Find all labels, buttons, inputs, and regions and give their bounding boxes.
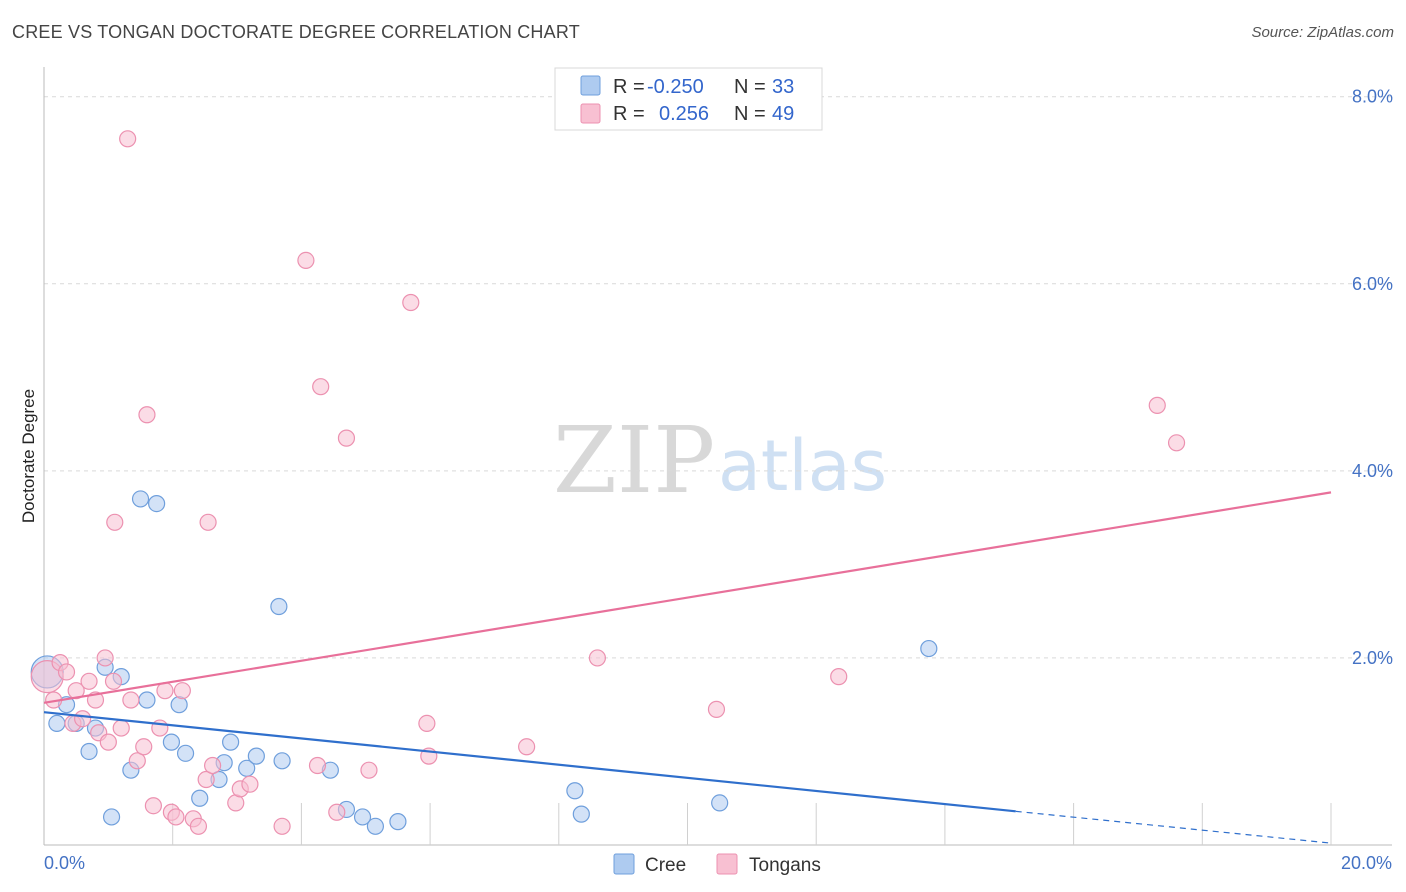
cree-point-29 — [566, 782, 584, 800]
legend-tongans-r-label: R = — [613, 103, 645, 125]
cree-point-10 — [131, 490, 150, 508]
cree-point-31 — [711, 794, 729, 812]
bottom-legend-swatch-cree — [613, 853, 635, 875]
correlation-legend: R = -0.250 N = 33 R = 0.256 N = 49 — [554, 67, 823, 131]
bottom-legend-label-tongans: Tongans — [749, 855, 821, 876]
cree-point-21 — [247, 747, 265, 765]
tongan-point-41 — [402, 293, 420, 312]
chart-title: CREE VS TONGAN DOCTORATE DEGREE CORRELAT… — [12, 22, 580, 42]
tongan-point-48 — [1148, 396, 1166, 414]
legend-cree-r-value: -0.250 — [647, 76, 704, 98]
legend-tongans-r-value: 0.256 — [659, 103, 709, 125]
tongan-point-11 — [99, 733, 117, 751]
data-points — [30, 130, 1186, 835]
tongan-point-7 — [80, 672, 98, 690]
tongan-point-27 — [189, 817, 208, 835]
tongan-point-28 — [197, 770, 215, 789]
tongan-point-16 — [122, 691, 140, 709]
tongan-point-14 — [112, 719, 130, 737]
source-credit: Source: ZipAtlas.com — [1251, 24, 1394, 41]
x-tick-label-min: 0.0% — [44, 853, 85, 873]
tongan-point-10 — [96, 649, 114, 667]
tongan-point-15 — [119, 130, 137, 148]
legend-tongans-n-value: 49 — [772, 103, 794, 125]
tongan-point-17 — [128, 752, 146, 770]
x-tick-label-max: 20.0% — [1341, 853, 1392, 873]
tongan-point-20 — [144, 797, 162, 815]
gridlines — [44, 96, 1392, 659]
cree-point-15 — [176, 744, 195, 762]
tongan-point-18 — [135, 738, 153, 756]
cree-point-26 — [353, 808, 372, 826]
tongan-point-12 — [104, 672, 123, 690]
tongan-point-19 — [138, 406, 156, 424]
tongan-point-37 — [312, 378, 330, 396]
tongan-point-45 — [588, 649, 607, 667]
legend-cree-n-label: N = — [734, 76, 766, 98]
tongan-point-33 — [241, 775, 259, 793]
series-legend: Cree Tongans — [613, 853, 821, 876]
watermark-atlas: atlas — [718, 425, 887, 507]
cree-point-12 — [148, 494, 166, 513]
cree-point-4 — [80, 742, 98, 761]
tongan-point-30 — [203, 756, 222, 775]
tongan-point-25 — [173, 682, 191, 700]
legend-swatch-cree — [580, 75, 601, 96]
tongan-point-36 — [308, 756, 327, 775]
tongan-point-29 — [199, 513, 217, 531]
cree-point-14 — [170, 696, 188, 714]
y-tick-label-2: 2.0% — [1352, 648, 1393, 668]
cree-point-13 — [162, 733, 181, 751]
cree-point-22 — [270, 597, 288, 616]
y-tick-label-6: 6.0% — [1352, 274, 1393, 294]
tongan-point-38 — [328, 803, 346, 821]
cree-point-32 — [920, 639, 938, 658]
tongan-trend-line — [43, 491, 1332, 704]
cree-point-23 — [273, 752, 291, 770]
tongan-point-47 — [830, 668, 848, 686]
tongan-point-46 — [707, 700, 726, 718]
bottom-legend-label-cree: Cree — [645, 855, 686, 876]
cree-trend-line-extension — [1015, 810, 1332, 844]
cree-point-19 — [222, 733, 240, 751]
tongan-point-42 — [418, 714, 436, 733]
y-axis-title: Doctorate Degree — [19, 389, 38, 523]
cree-point-11 — [138, 691, 156, 709]
tongan-point-35 — [297, 251, 315, 269]
trend-lines — [43, 491, 1332, 844]
tongan-point-13 — [106, 513, 124, 531]
legend-tongans-n-label: N = — [734, 103, 766, 125]
cree-point-27 — [366, 817, 385, 835]
legend-cree-r-label: R = — [613, 76, 645, 98]
y-tick-labels: 2.0% 4.0% 6.0% 8.0% — [1352, 87, 1393, 668]
cree-point-1 — [48, 714, 66, 733]
tongan-point-24 — [167, 808, 185, 826]
tongan-point-3 — [57, 663, 76, 681]
tongan-point-40 — [360, 761, 378, 779]
cree-point-30 — [572, 805, 590, 823]
tongan-point-34 — [273, 817, 291, 835]
tongan-point-39 — [337, 429, 356, 447]
tongan-point-44 — [518, 738, 536, 756]
y-tick-label-8: 8.0% — [1352, 87, 1393, 107]
watermark-zip: ZIP — [553, 407, 715, 514]
legend-swatch-tongans — [580, 103, 601, 124]
legend-cree-n-value: 33 — [772, 76, 794, 98]
cree-point-7 — [102, 808, 121, 826]
y-tick-label-4: 4.0% — [1352, 461, 1393, 481]
cree-trend-line — [43, 711, 1016, 813]
tongan-point-6 — [74, 710, 92, 728]
bottom-legend-swatch-tongans — [716, 853, 738, 875]
cree-point-16 — [191, 789, 209, 807]
tongan-point-49 — [1167, 434, 1186, 452]
cree-point-28 — [389, 813, 407, 831]
